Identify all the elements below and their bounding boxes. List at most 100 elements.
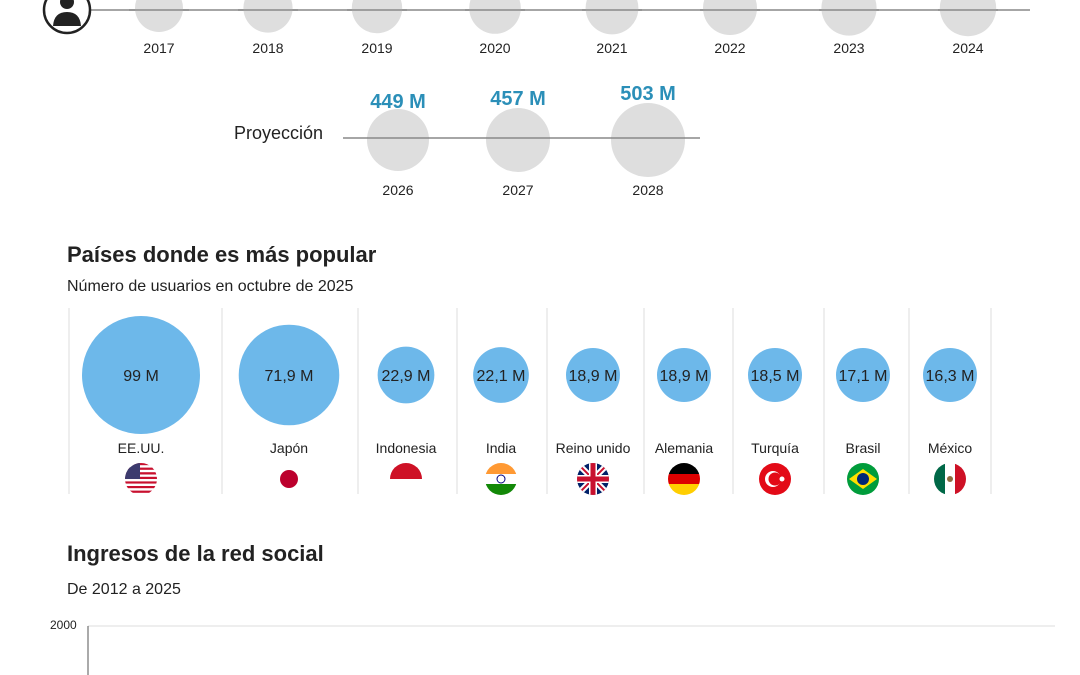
country-name: Turquía [751, 440, 799, 456]
countries-title: Países donde es más popular [67, 242, 377, 267]
flag-part [668, 484, 700, 495]
flag-part [496, 474, 506, 484]
country-value: 22,9 M [382, 368, 431, 385]
year-bubble [243, 0, 293, 33]
country-name: Reino unido [556, 440, 631, 456]
flag-part [768, 472, 782, 486]
flag-part [125, 492, 157, 495]
flag-id-icon [390, 463, 422, 495]
flag-part [390, 463, 422, 479]
projection-year: 2027 [502, 182, 533, 198]
revenue-subtitle: De 2012 a 2025 [67, 581, 181, 598]
revenue-title: Ingresos de la red social [67, 541, 324, 566]
country-bubble [566, 348, 620, 402]
country-value: 18,5 M [751, 368, 800, 385]
year-bubble [135, 0, 183, 32]
year-label: 2023 [833, 40, 864, 56]
year-label: 2019 [361, 40, 392, 56]
y-tick-label: 2000 [50, 618, 77, 632]
country-bubble [82, 316, 200, 434]
flag-in-icon [485, 463, 517, 495]
year-bubble [351, 0, 403, 34]
country-value: 18,9 M [660, 368, 709, 385]
flag-part [668, 474, 700, 484]
flag-part [485, 474, 517, 484]
flag-part [947, 476, 953, 482]
flag-part [125, 481, 157, 484]
person-icon-body [53, 12, 81, 26]
country-name: EE.UU. [118, 440, 165, 456]
country-name: Alemania [655, 440, 714, 456]
flag-body [390, 463, 422, 495]
flag-part [125, 486, 157, 489]
country-value: 99 M [123, 368, 159, 385]
flag-us-icon [125, 463, 157, 495]
year-bubble [469, 0, 521, 34]
flag-part [280, 470, 298, 488]
country-value: 17,1 M [839, 368, 888, 385]
person-icon-head [60, 0, 74, 9]
flag-part [390, 479, 422, 495]
projection-value: 503 M [620, 83, 676, 105]
flag-mx-icon [934, 463, 966, 495]
year-bubble [703, 0, 757, 35]
flag-part [577, 476, 609, 482]
flag-body [273, 463, 305, 495]
projection-bubble [486, 108, 550, 172]
country-value: 71,9 M [265, 368, 314, 385]
country-bubble [473, 347, 529, 403]
flag-part [125, 476, 157, 480]
country-value: 16,3 M [926, 368, 975, 385]
country-name: Brasil [845, 440, 880, 456]
country-name: India [486, 440, 517, 456]
year-bubble [821, 0, 877, 36]
flag-part [125, 488, 157, 491]
flag-tr-icon [759, 463, 791, 495]
year-label: 2020 [479, 40, 510, 56]
year-label: 2017 [143, 40, 174, 56]
flag-de-icon [668, 463, 700, 495]
person-icon [42, 0, 92, 35]
year-label: 2024 [952, 40, 983, 56]
country-bubble [238, 324, 340, 426]
country-bubble [923, 348, 977, 402]
flag-body [934, 463, 966, 495]
flag-part [125, 490, 157, 493]
country-bubble [748, 348, 802, 402]
flag-part [485, 463, 517, 474]
country-bubble [377, 346, 435, 404]
flag-part [955, 463, 966, 495]
country-name: Indonesia [376, 440, 437, 456]
flag-part [485, 484, 517, 495]
flag-part [125, 467, 157, 470]
year-bubble [585, 0, 639, 35]
flag-br-icon [847, 463, 879, 495]
country-value: 18,9 M [569, 368, 618, 385]
country-value: 22,1 M [477, 368, 526, 385]
year-bubble [939, 0, 997, 37]
flag-jp-icon [273, 463, 305, 495]
projection-year: 2026 [382, 182, 413, 198]
projection-bubble [611, 103, 685, 177]
country-bubble [657, 348, 711, 402]
flag-part [125, 463, 157, 466]
flag-part [125, 469, 157, 473]
country-name: México [928, 440, 973, 456]
flag-body [668, 463, 700, 495]
flag-body [577, 463, 609, 495]
flag-body [847, 463, 879, 495]
projection-label: Proyección [234, 123, 324, 143]
flag-gb-icon [577, 463, 609, 495]
countries-subtitle: Número de usuarios en octubre de 2025 [67, 278, 354, 295]
flag-part [934, 463, 945, 495]
projection-year: 2028 [632, 182, 663, 198]
projection-value: 449 M [370, 91, 426, 113]
flag-part [125, 472, 157, 475]
year-label: 2018 [252, 40, 283, 56]
flag-body [759, 463, 791, 495]
flag-body [125, 463, 157, 495]
projection-value: 457 M [490, 88, 546, 110]
country-name: Japón [270, 440, 308, 456]
year-label: 2021 [596, 40, 627, 56]
